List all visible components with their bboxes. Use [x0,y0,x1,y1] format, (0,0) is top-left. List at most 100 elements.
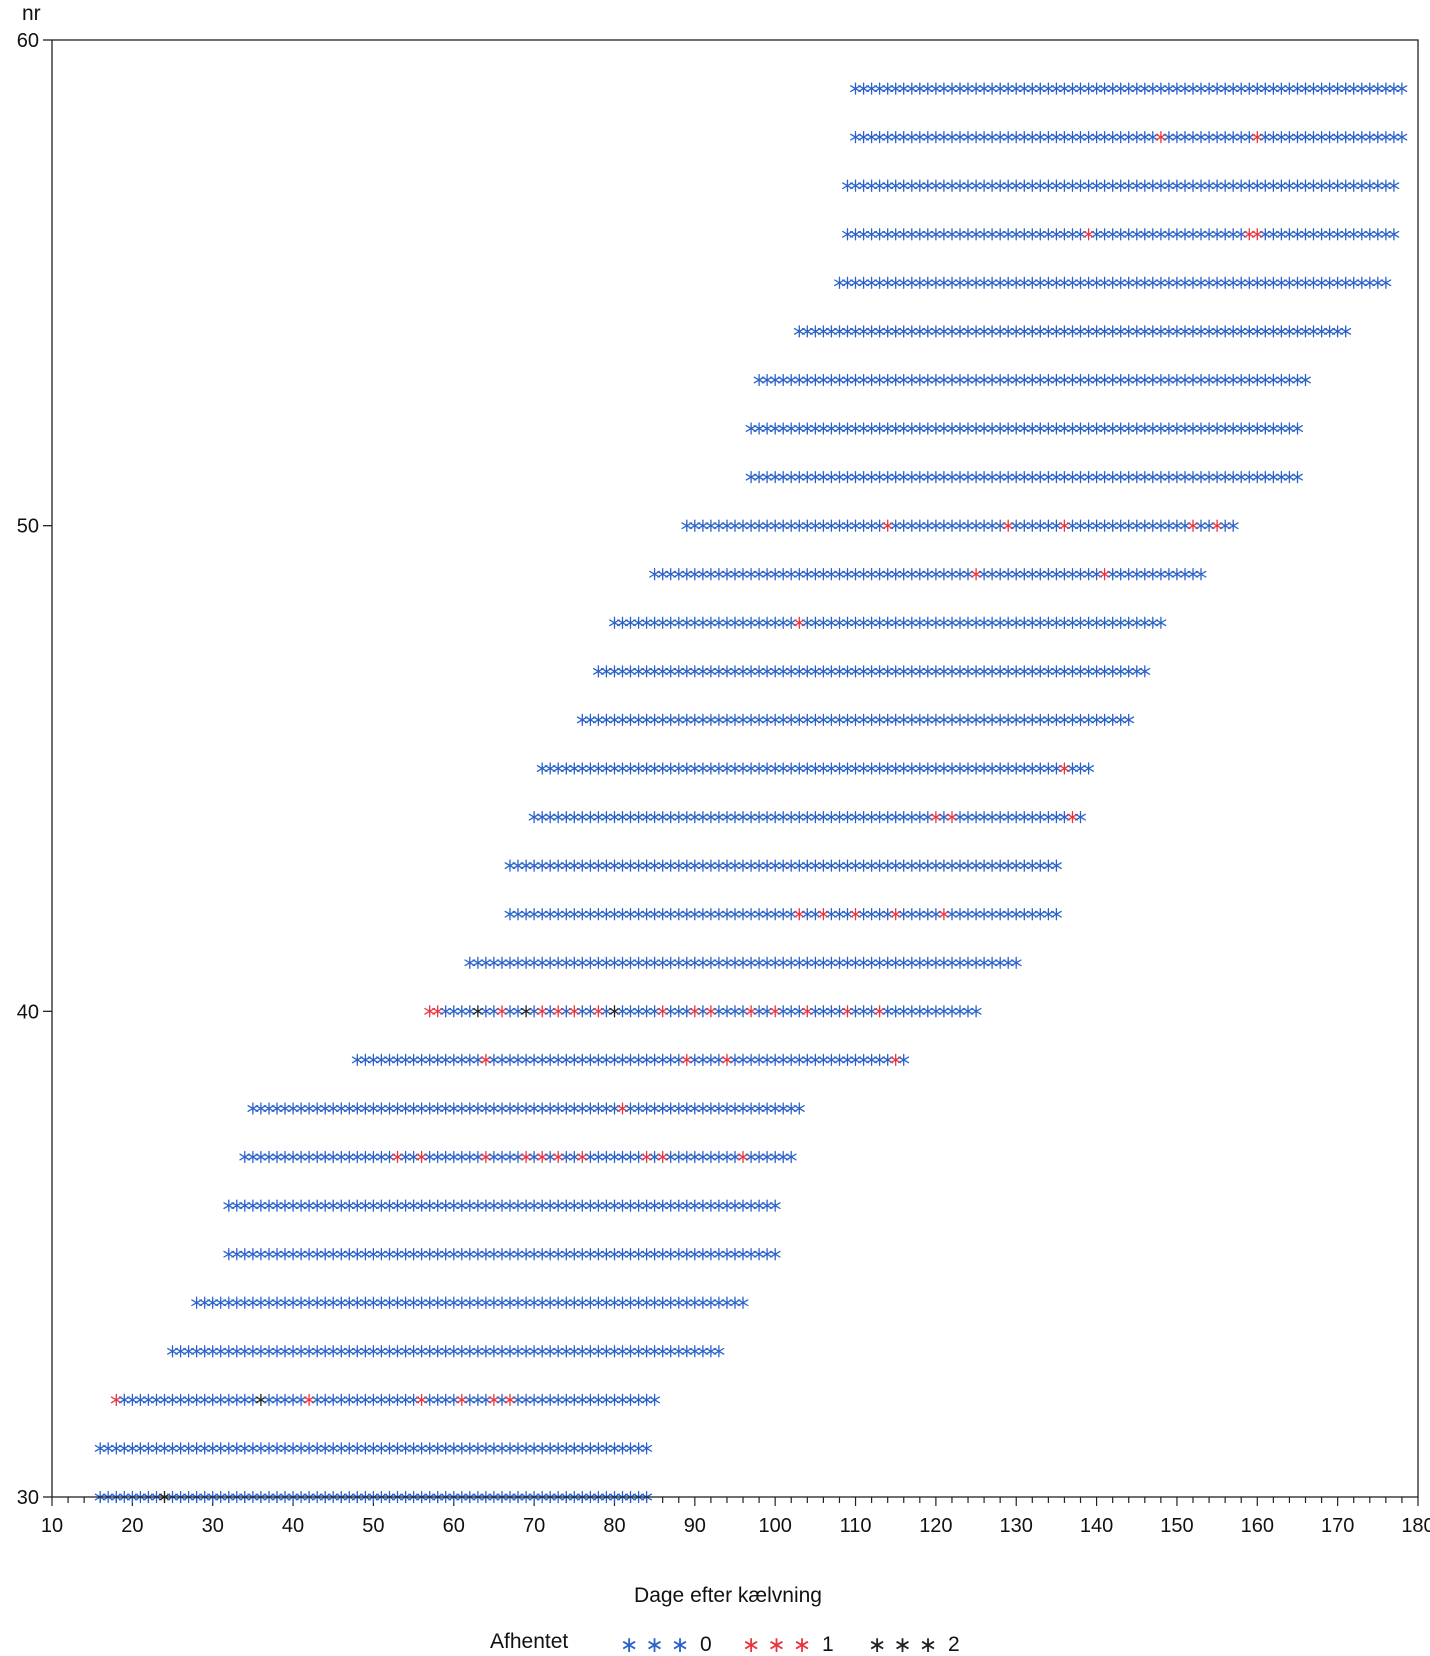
data-point [890,325,902,338]
data-point [745,1150,757,1164]
data-point [1251,373,1263,387]
data-point [1251,470,1263,484]
data-point [247,1102,259,1115]
data-point [1251,422,1263,435]
data-point [890,519,902,532]
data-point [946,179,958,192]
data-point [737,762,749,775]
data-point [1171,82,1183,95]
data-point [633,908,645,921]
data-point [1050,276,1062,289]
data-point [1083,325,1095,338]
data-point [584,1345,596,1358]
data-point [151,1393,162,1407]
data-point [697,762,709,775]
data-point [705,956,717,969]
data-point [1115,568,1127,581]
data-point [247,1393,259,1407]
data-point [809,908,821,921]
data-point [914,713,926,727]
data-point [1034,568,1046,581]
data-point [641,1248,653,1261]
data-point [1075,325,1086,338]
data-point [1211,82,1223,95]
data-point [866,616,878,629]
data-point [842,228,853,241]
data-point [327,1296,339,1309]
data-point [689,908,701,921]
data-point [994,908,1006,921]
data-point [416,1053,428,1067]
data-point [617,1102,628,1115]
data-point [713,762,725,775]
data-point [625,665,636,678]
data-point [641,762,653,775]
data-point [769,1199,781,1212]
data-point [1211,228,1223,241]
data-point [1091,179,1103,192]
x-tick-label: 110 [840,1515,872,1537]
data-point [777,956,789,969]
data-point [954,859,966,872]
data-point [689,519,701,532]
data-point [1179,373,1191,387]
data-point [697,616,709,629]
data-point [303,1102,315,1115]
data-point [721,1102,733,1115]
data-point [568,1053,580,1067]
data-point [183,1442,195,1455]
data-point [335,1199,347,1212]
data-point [1316,228,1328,241]
data-point [496,1393,508,1407]
data-point [271,1296,283,1309]
data-point [343,1102,355,1115]
data-point [1259,422,1271,435]
data-point [938,810,950,824]
data-point [1324,82,1336,95]
data-point [1083,519,1095,532]
data-point [1058,325,1070,338]
data-point [1026,616,1038,629]
data-point [882,810,894,824]
data-point [1283,179,1295,192]
data-point [335,1150,347,1164]
data-point [930,82,942,95]
data-point [962,665,974,678]
data-point [1163,325,1175,338]
x-axis-label: Dage efter kælvning [634,1584,822,1607]
data-point [560,859,572,872]
data-point [922,810,934,824]
data-point [1139,82,1151,95]
data-point [978,422,990,435]
data-point [745,1005,757,1018]
data-point [777,1102,789,1115]
data-point [536,762,548,775]
data-point [311,1296,323,1309]
data-point [761,422,773,435]
data-point [247,1345,259,1358]
data-point [392,1296,403,1309]
data-point [279,1442,291,1455]
data-point [617,1150,628,1164]
data-point [592,1296,604,1309]
data-point [898,325,910,338]
data-point [874,130,886,144]
data-point [906,276,918,289]
data-point [633,1442,645,1455]
data-point [769,859,781,872]
data-point [1267,179,1279,192]
data-point [954,810,966,824]
data-point [528,956,540,969]
data-point [464,1053,476,1067]
data-point [1131,616,1143,629]
data-point [1324,325,1336,338]
data-point [1131,470,1143,484]
data-point [801,470,813,484]
data-point [922,228,934,241]
data-point [946,908,958,921]
data-point [592,1053,604,1067]
data-point [866,422,878,435]
data-point [665,956,677,969]
data-point [1243,373,1255,387]
data-point [1251,228,1263,241]
